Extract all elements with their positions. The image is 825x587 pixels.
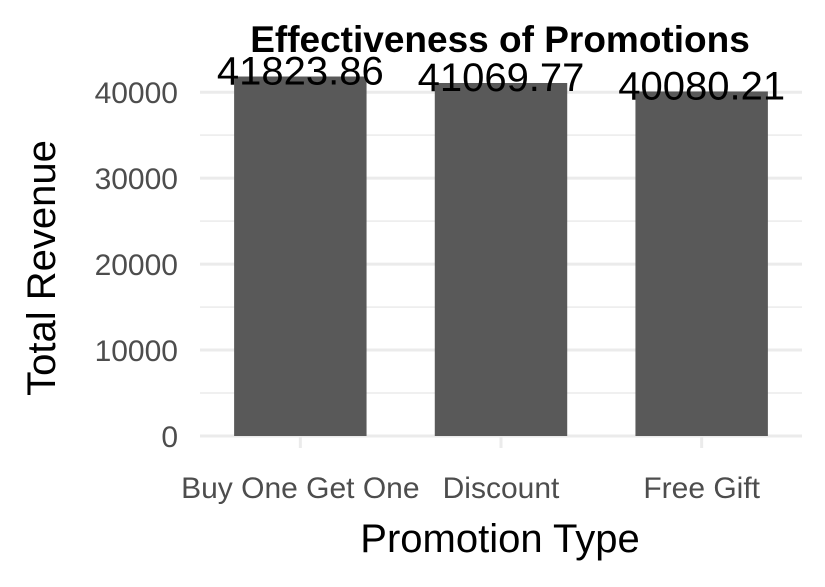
chart-title: Effectiveness of Promotions (250, 19, 750, 60)
bar (234, 76, 367, 436)
y-tick-label: 10000 (95, 335, 178, 368)
y-tick-labels: 0 10000 20000 30000 40000 (95, 77, 178, 454)
x-tick-label: Discount (443, 472, 560, 505)
bar-value-label: 40080.21 (618, 65, 785, 109)
y-axis-title: Total Revenue (20, 140, 64, 396)
bars (234, 76, 768, 437)
y-tick-label: 20000 (95, 249, 178, 282)
x-tick-labels: Buy One Get One Discount Free Gift (181, 472, 761, 505)
y-tick-label: 30000 (95, 163, 178, 196)
x-axis-title: Promotion Type (360, 517, 639, 561)
y-tick-label: 0 (161, 421, 178, 454)
bar-value-label: 41069.77 (418, 56, 585, 100)
bar-value-labels: 41823.86 41069.77 40080.21 (217, 50, 785, 109)
bar-value-label: 41823.86 (217, 50, 384, 94)
bar (635, 91, 768, 437)
x-tick-label: Buy One Get One (181, 472, 419, 505)
x-tick-label: Free Gift (643, 472, 760, 505)
x-tick-marks (298, 436, 704, 448)
bar (434, 82, 568, 437)
y-tick-label: 40000 (95, 77, 178, 110)
